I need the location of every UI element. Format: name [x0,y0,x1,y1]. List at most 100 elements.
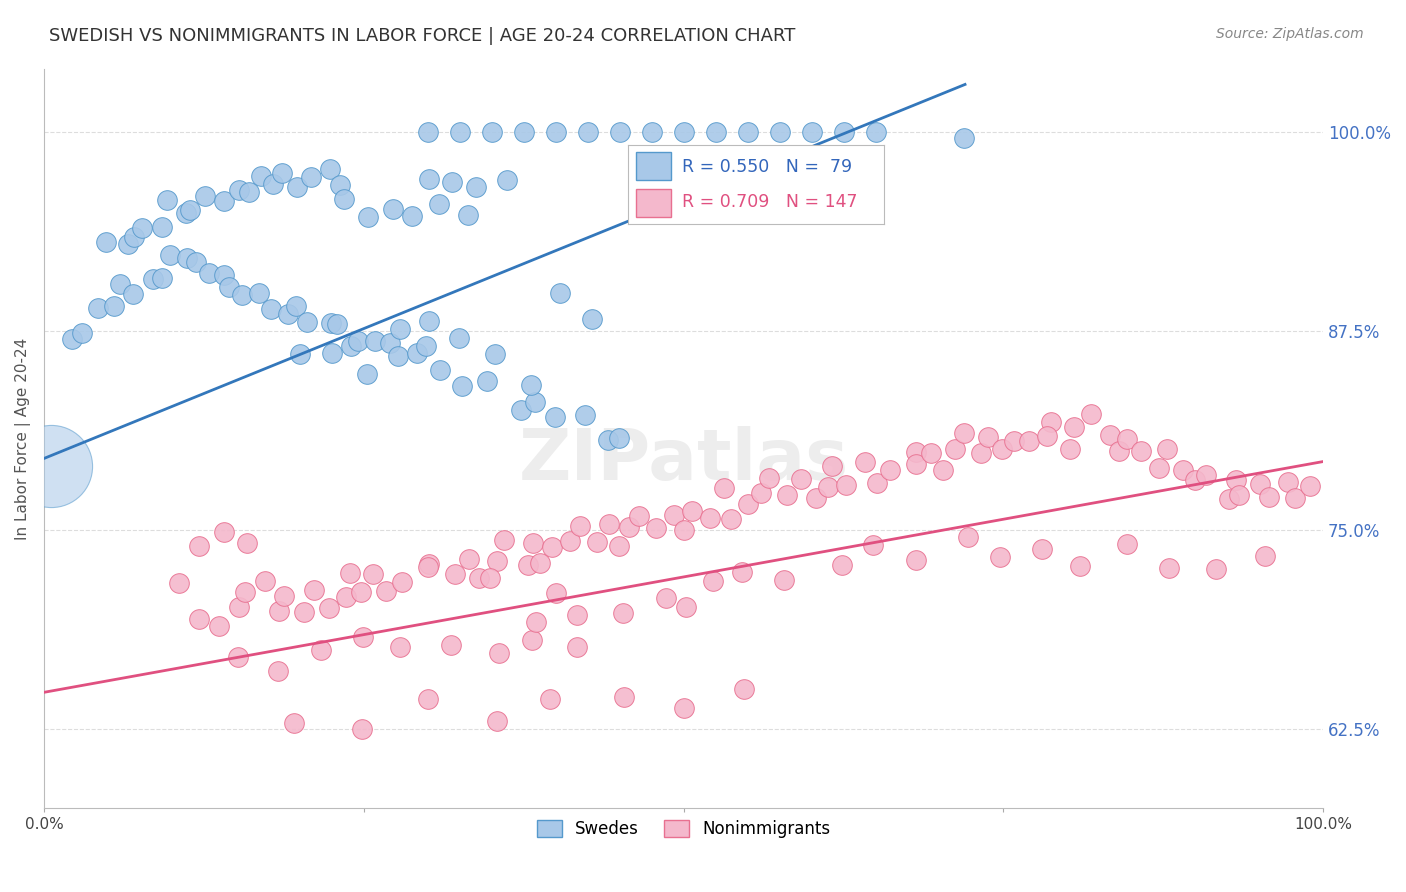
Point [340,339,363,353]
Point [416,125,439,139]
Point [509,403,531,417]
Point [449,330,471,344]
Point [540,540,562,554]
Point [1258,490,1281,504]
Point [152,220,174,235]
Point [94,235,117,250]
Point [440,638,463,652]
Point [879,463,901,477]
Point [565,640,588,654]
Point [440,175,463,189]
Point [831,558,853,573]
Point [70,326,93,340]
Point [904,553,927,567]
Point [675,600,697,615]
Text: Source: ZipAtlas.com: Source: ZipAtlas.com [1216,27,1364,41]
Point [238,186,260,200]
Point [1225,473,1247,487]
Point [1184,473,1206,487]
Point [1284,491,1306,505]
Point [628,508,651,523]
Point [866,475,889,490]
Point [363,566,385,581]
Point [103,298,125,312]
Point [988,550,1011,565]
Point [273,589,295,603]
Point [673,523,696,537]
Point [174,205,197,219]
Point [1036,428,1059,442]
Point [699,511,721,525]
Point [486,554,509,568]
Text: SWEDISH VS NONIMMIGRANTS IN LABOR FORCE | AGE 20-24 CORRELATION CHART: SWEDISH VS NONIMMIGRANTS IN LABOR FORCE … [49,27,796,45]
Point [790,472,813,486]
Bar [636,189,672,218]
Point [418,558,440,572]
Point [250,169,273,183]
Point [277,307,299,321]
Point [681,504,703,518]
Point [418,172,440,186]
Point [267,664,290,678]
Point [768,125,790,139]
Point [60,332,83,346]
Point [352,630,374,644]
Point [513,125,536,139]
Point [1031,541,1053,556]
Point [1108,443,1130,458]
Point [619,519,641,533]
Point [1069,559,1091,574]
Point [832,125,855,139]
Y-axis label: In Labor Force | Age 20-24: In Labor Force | Age 20-24 [15,337,31,540]
Point [228,599,250,614]
Point [655,591,678,605]
Point [713,481,735,495]
Point [235,536,257,550]
Point [548,285,571,300]
Point [1249,477,1271,491]
Point [357,210,380,224]
Point [309,643,332,657]
Point [804,491,827,506]
Point [544,410,567,425]
Point [1130,443,1153,458]
Point [516,558,538,572]
Point [197,266,219,280]
Point [1080,408,1102,422]
Point [117,236,139,251]
Point [865,125,887,139]
Point [212,194,235,209]
Point [418,691,440,706]
Point [672,125,695,139]
Point [544,125,567,139]
Point [401,209,423,223]
Point [1218,491,1240,506]
Point [1299,479,1322,493]
Point [853,455,876,469]
Point [429,363,451,377]
Point [188,539,211,553]
Point [672,701,695,715]
Point [574,408,596,422]
Point [835,478,858,492]
Point [1116,536,1139,550]
Point [212,525,235,540]
Point [758,471,780,485]
Point [645,521,668,535]
Point [800,125,823,139]
Point [382,202,405,217]
Point [569,519,592,533]
Point [609,125,631,139]
Point [176,251,198,265]
Point [443,567,465,582]
Point [704,125,727,139]
Point [318,600,340,615]
Point [953,131,976,145]
Point [267,603,290,617]
Point [488,646,510,660]
Point [226,650,249,665]
Point [486,714,509,729]
Point [457,209,479,223]
Point [737,125,759,139]
Point [218,279,240,293]
